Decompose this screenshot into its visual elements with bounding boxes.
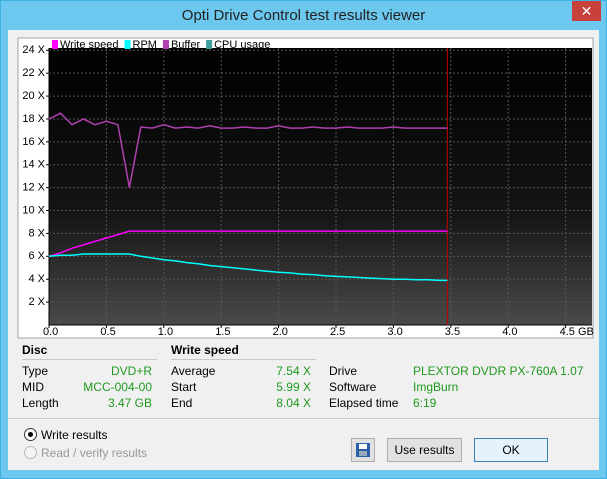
y-tick-label: 14 X xyxy=(22,159,45,171)
info-value: ImgBurn xyxy=(413,380,459,394)
info-value: 7.54 X xyxy=(276,364,311,378)
y-tick-label: 22 X xyxy=(22,67,45,79)
y-tick-label: 6 X xyxy=(28,250,45,262)
y-tick-label: 10 X xyxy=(22,204,45,216)
legend-label: CPU usage xyxy=(214,39,270,51)
series-line xyxy=(48,112,448,188)
plot-area xyxy=(49,48,592,325)
y-tick-label: 16 X xyxy=(22,136,45,148)
series-line xyxy=(48,230,448,258)
x-tick-label: 4.0 xyxy=(502,326,517,338)
disc-heading: Disc xyxy=(22,343,48,357)
legend-label: RPM xyxy=(133,39,157,51)
info-value: MCC-004-00 xyxy=(83,380,152,394)
info-value: 6:19 xyxy=(413,396,437,410)
y-tick-label: 8 X xyxy=(28,227,45,239)
y-tick-label: 18 X xyxy=(22,113,45,125)
legend-swatch xyxy=(206,40,213,49)
y-tick-label: 20 X xyxy=(22,90,45,102)
ok-button[interactable]: OK xyxy=(474,438,548,462)
info-label: MID xyxy=(22,380,44,394)
info-label: Start xyxy=(171,380,197,394)
radio-button xyxy=(24,446,37,459)
info-label: End xyxy=(171,396,193,410)
info-label: Average xyxy=(171,364,216,378)
info-value: 5.99 X xyxy=(276,380,311,394)
close-button[interactable]: ✕ xyxy=(572,1,601,21)
write-speed-heading: Write speed xyxy=(171,343,239,357)
y-tick-label: 2 X xyxy=(28,296,45,308)
legend-swatch xyxy=(162,40,169,49)
x-tick-label: 4.5 GB xyxy=(560,326,594,338)
radio-button[interactable] xyxy=(24,428,37,441)
x-tick-label: 3.0 xyxy=(387,326,402,338)
y-tick-label: 4 X xyxy=(28,273,45,285)
info-label: Software xyxy=(329,380,377,394)
legend-label: Write speed xyxy=(60,39,119,51)
save-button[interactable] xyxy=(351,438,375,462)
info-label: Drive xyxy=(329,364,358,378)
info-value: 3.47 GB xyxy=(107,396,152,410)
save-icon xyxy=(356,443,370,457)
info-label: Length xyxy=(22,396,59,410)
radio-label: Read / verify results xyxy=(41,446,148,460)
use-results-button[interactable]: Use results xyxy=(387,438,462,462)
x-tick-label: 0.5 xyxy=(100,326,115,338)
y-tick-label: 12 X xyxy=(22,182,45,194)
separator xyxy=(171,359,316,360)
radio-label[interactable]: Write results xyxy=(41,428,108,442)
x-tick-label: 0.0 xyxy=(43,326,58,338)
x-tick-label: 2.5 xyxy=(330,326,345,338)
info-label: Elapsed time xyxy=(329,396,399,410)
x-tick-label: 2.0 xyxy=(273,326,288,338)
chart: 2 X 4 X 6 X 8 X 10 X 12 X 14 X 16 X 18 X 20 X 22 X… xyxy=(17,37,594,339)
legend-label: Buffer xyxy=(171,39,200,51)
y-tick-label: 24 X xyxy=(22,44,45,56)
info-value: DVD+R xyxy=(110,364,152,378)
legend-swatch xyxy=(52,40,58,49)
separator xyxy=(8,418,599,419)
info-label: Type xyxy=(22,364,49,378)
info-value: PLEXTOR DVDR PX-760A 1.07 xyxy=(413,364,584,378)
window-title: Opti Drive Control test results viewer xyxy=(181,7,426,24)
series-line xyxy=(48,253,448,282)
x-tick-label: 1.0 xyxy=(158,326,173,338)
client-area: 2 X 4 X 6 X 8 X 10 X 12 X 14 X 16 X 18 X 20 X 22 X… xyxy=(8,30,599,470)
legend-swatch xyxy=(124,40,131,49)
x-tick-label: 1.5 xyxy=(215,326,230,338)
separator xyxy=(22,359,157,360)
info-value: 8.04 X xyxy=(276,396,311,410)
x-tick-label: 3.5 xyxy=(445,326,460,338)
